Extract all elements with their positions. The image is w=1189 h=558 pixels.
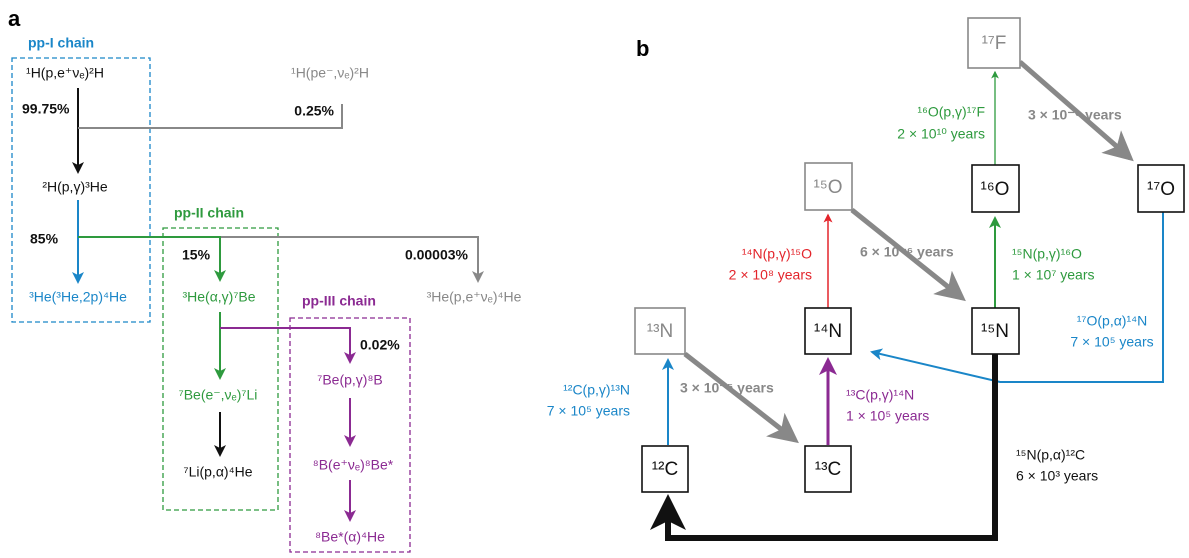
nucleus: ¹³C (815, 459, 841, 480)
nucleus-box (634, 307, 686, 355)
nucleus: ¹⁵O (814, 177, 843, 198)
timescale: 2 × 10¹⁰ years (897, 126, 985, 142)
timescale: 1 × 10⁵ years (846, 408, 929, 424)
nucleus: ¹²C (652, 459, 678, 480)
reaction: ¹⁵N(p,γ)¹⁶O (1012, 246, 1082, 262)
reaction: ¹⁶O(p,γ)¹⁷F (917, 104, 985, 120)
panel-label: a (8, 6, 21, 31)
reaction: ²H(p,γ)³He (42, 179, 108, 195)
nucleus-box (804, 162, 853, 211)
timescale: 6 × 10³ years (1016, 468, 1098, 484)
arrow (850, 208, 966, 302)
branch: 85% (30, 231, 59, 247)
reaction: ⁸B(e⁺νₑ)⁸Be* (313, 457, 394, 473)
reaction: ⁷Li(p,α)⁴He (184, 464, 253, 480)
timescale: 7 × 10⁵ years (1070, 334, 1153, 350)
chain-title: pp-III chain (302, 293, 376, 309)
reaction: ¹⁷O(p,α)¹⁴N (1077, 313, 1148, 329)
nucleus: ¹⁴N (814, 321, 842, 342)
reaction: ¹³C(p,γ)¹⁴N (846, 387, 914, 403)
reaction: ¹H(p,e⁺νₑ)²H (26, 65, 104, 81)
nucleus-box (1137, 164, 1185, 213)
branch: 15% (182, 247, 211, 263)
reaction: ³He(p,e⁺νₑ)⁴He (427, 289, 522, 305)
branch: 0.25% (294, 103, 334, 119)
decay-time: 3 × 10⁻⁶ years (1028, 107, 1122, 123)
nucleus: ¹⁵N (981, 321, 1009, 342)
nucleus-box (967, 17, 1021, 69)
nucleus: ¹⁷O (1147, 179, 1175, 200)
arrow (220, 236, 484, 283)
connectors (11, 17, 1185, 553)
reaction: ³He(³He,2p)⁴He (29, 289, 127, 305)
reaction: ³He(α,γ)⁷Be (182, 289, 255, 305)
arrow (683, 352, 799, 444)
nucleus-box (804, 307, 852, 355)
arrow (78, 236, 226, 282)
nucleus: ¹⁶O (981, 179, 1010, 200)
reaction: ¹⁴N(p,γ)¹⁵O (742, 246, 812, 262)
decay-time: 6 × 10⁻⁶ years (860, 244, 954, 260)
reaction: ¹²C(p,γ)¹³N (563, 382, 630, 398)
reaction: ⁷Be(p,γ)⁸B (317, 372, 382, 388)
timescale: 7 × 10⁵ years (547, 403, 630, 419)
chain-title: pp-I chain (28, 35, 94, 51)
branch: 0.00003% (405, 247, 469, 263)
nucleus: ¹³N (647, 321, 673, 342)
panel-label: b (636, 36, 649, 61)
arrow (1018, 60, 1134, 162)
reaction: ¹⁵N(p,α)¹²C (1016, 447, 1085, 463)
chain-box (289, 317, 411, 553)
reaction: ¹H(pe⁻,νₑ)²H (291, 65, 369, 81)
arrow (78, 104, 343, 129)
arrow (650, 352, 998, 541)
branch: 0.02% (360, 337, 400, 353)
timescale: 1 × 10⁷ years (1012, 267, 1095, 283)
chain-box (162, 227, 279, 511)
chain-title: pp-II chain (174, 205, 244, 221)
arrow (870, 212, 1164, 383)
nucleus-box (971, 164, 1020, 213)
nucleus-box (971, 307, 1020, 355)
nucleus: ¹⁷F (982, 33, 1007, 54)
arrow (220, 327, 356, 364)
branch: 99.75% (22, 101, 70, 117)
chain-box (11, 57, 151, 323)
timescale: 2 × 10⁸ years (729, 267, 812, 283)
nucleus-box (804, 445, 852, 493)
reaction: ⁸Be*(α)⁴He (315, 529, 385, 545)
nucleus-box (641, 445, 689, 493)
decay-time: 3 × 10⁻⁵ years (680, 380, 774, 396)
reaction: ⁷Be(e⁻,νₑ)⁷Li (179, 387, 258, 403)
